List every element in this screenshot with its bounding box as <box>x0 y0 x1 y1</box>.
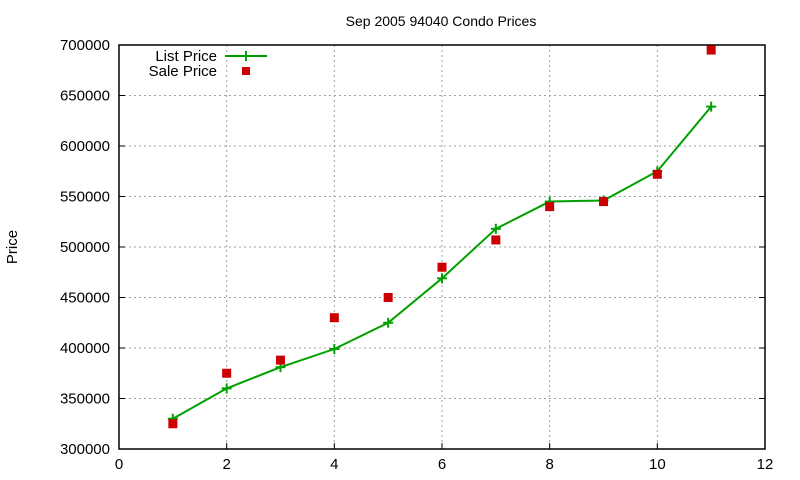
data-point <box>222 368 232 378</box>
x-tick-label: 6 <box>438 456 446 473</box>
x-tick-label: 12 <box>757 456 774 473</box>
y-axis-label: Price <box>4 230 21 264</box>
y-tick-label: 350000 <box>60 391 110 408</box>
y-tick-label: 400000 <box>60 340 110 357</box>
y-tick-label: 650000 <box>60 88 110 105</box>
x-tick-label: 2 <box>222 456 230 473</box>
legend-marker <box>241 51 251 61</box>
x-tick-label: 4 <box>330 456 338 473</box>
data-point <box>383 293 393 302</box>
y-tick-label: 300000 <box>60 441 110 458</box>
data-point <box>706 101 717 112</box>
data-point <box>329 344 340 355</box>
series-sale-price <box>168 45 716 429</box>
tick-labels: 0 2 4 6 8 10 12 300000 350000 400000 450000 500000 5… <box>60 37 773 473</box>
legend-label: List Price <box>155 48 217 65</box>
plot-frame <box>118 44 766 450</box>
y-tick-label: 450000 <box>60 290 110 307</box>
x-tick-label: 10 <box>649 456 666 473</box>
data-point <box>491 235 501 245</box>
legend-marker <box>242 67 250 75</box>
series-layer <box>167 45 717 429</box>
legend-label: Sale Price <box>149 63 217 80</box>
chart-title: Sep 2005 94040 Condo Prices <box>346 13 537 29</box>
data-point <box>490 223 501 234</box>
y-tick-label: 600000 <box>60 138 110 155</box>
data-point <box>383 317 394 328</box>
x-tick-label: 0 <box>115 456 123 473</box>
data-point <box>437 273 447 284</box>
x-tick-label: 8 <box>545 456 553 473</box>
data-point <box>168 419 178 429</box>
data-point <box>221 383 232 394</box>
data-point <box>652 169 662 179</box>
y-tick-label: 700000 <box>60 37 110 54</box>
y-tick-label: 550000 <box>60 189 110 206</box>
data-point <box>329 313 339 323</box>
data-point <box>706 45 716 55</box>
data-point <box>545 202 555 212</box>
data-point <box>437 262 447 272</box>
y-tick-label: 500000 <box>60 239 110 256</box>
data-point <box>276 355 285 365</box>
data-point <box>599 197 608 207</box>
grid <box>118 44 766 450</box>
